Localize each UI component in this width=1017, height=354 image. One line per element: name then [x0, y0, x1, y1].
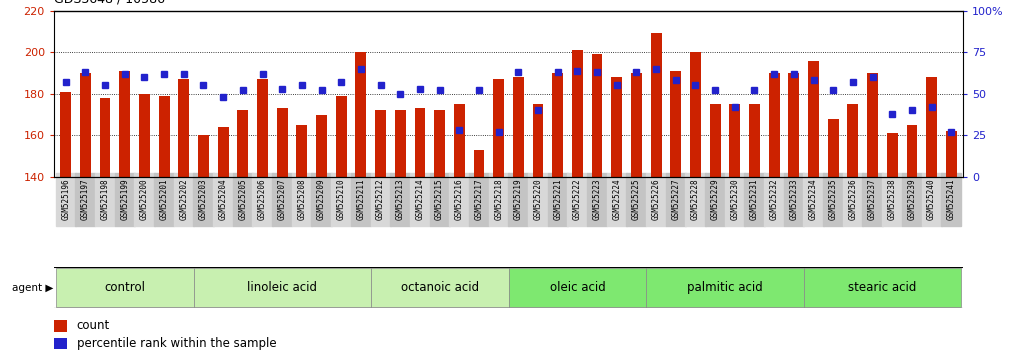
Bar: [454, 104, 465, 177]
Bar: [508, 268, 646, 307]
Bar: [356, 52, 366, 177]
Bar: [750, 104, 760, 177]
Bar: [729, 104, 740, 177]
Bar: [592, 54, 602, 177]
Bar: [237, 110, 248, 177]
Bar: [159, 96, 170, 177]
Bar: [316, 115, 326, 177]
Text: count: count: [77, 319, 110, 332]
Bar: [257, 79, 267, 177]
Bar: [493, 79, 504, 177]
Bar: [395, 110, 406, 177]
Bar: [769, 73, 780, 177]
Bar: [139, 94, 149, 177]
Bar: [552, 73, 563, 177]
Bar: [803, 268, 961, 307]
Bar: [646, 268, 803, 307]
Text: palmitic acid: palmitic acid: [687, 281, 763, 294]
Bar: [218, 127, 229, 177]
Text: octanoic acid: octanoic acid: [401, 281, 479, 294]
Bar: [56, 268, 193, 307]
Bar: [906, 125, 917, 177]
Bar: [631, 73, 642, 177]
Bar: [691, 52, 701, 177]
Bar: [887, 133, 898, 177]
Text: linoleic acid: linoleic acid: [247, 281, 317, 294]
Bar: [710, 104, 721, 177]
Bar: [946, 131, 957, 177]
Text: percentile rank within the sample: percentile rank within the sample: [77, 337, 277, 350]
Bar: [119, 71, 130, 177]
Text: control: control: [105, 281, 145, 294]
Bar: [533, 104, 543, 177]
Bar: [651, 34, 661, 177]
Bar: [277, 108, 288, 177]
Bar: [100, 98, 111, 177]
Text: agent ▶: agent ▶: [11, 282, 53, 293]
Bar: [336, 96, 347, 177]
Bar: [178, 79, 189, 177]
Bar: [474, 150, 484, 177]
Bar: [54, 320, 67, 332]
Bar: [868, 73, 878, 177]
Bar: [80, 73, 91, 177]
Bar: [371, 268, 508, 307]
Bar: [434, 110, 445, 177]
Bar: [513, 77, 524, 177]
Bar: [926, 77, 937, 177]
Bar: [572, 50, 583, 177]
Bar: [198, 135, 208, 177]
Bar: [54, 338, 67, 349]
Text: oleic acid: oleic acid: [549, 281, 605, 294]
Bar: [809, 61, 819, 177]
Bar: [847, 104, 858, 177]
Bar: [296, 125, 307, 177]
Text: GDS3648 / 10586: GDS3648 / 10586: [54, 0, 165, 6]
Bar: [828, 119, 839, 177]
Bar: [415, 108, 425, 177]
Bar: [670, 71, 681, 177]
Bar: [375, 110, 386, 177]
Text: stearic acid: stearic acid: [848, 281, 916, 294]
Bar: [611, 77, 622, 177]
Bar: [788, 73, 799, 177]
Bar: [193, 268, 371, 307]
Bar: [60, 92, 71, 177]
